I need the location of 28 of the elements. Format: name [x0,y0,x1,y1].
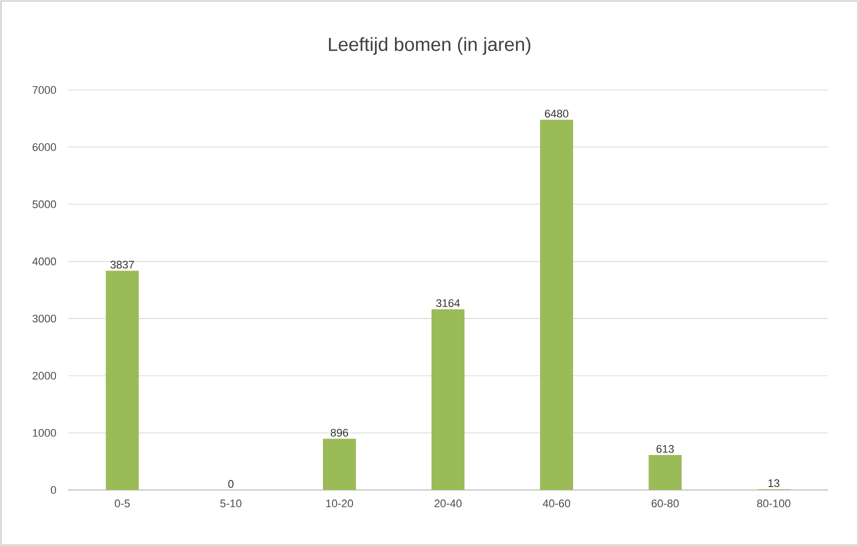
y-tick-label: 3000 [32,314,56,322]
x-tick-label: 5-10 [220,500,242,508]
data-label: 0 [228,480,234,488]
x-tick-label: 40-60 [542,500,570,508]
y-tick-label: 5000 [32,200,56,208]
x-tick-label: 10-20 [326,500,354,508]
chart-title: Leeftijd bomen (in jaren) [328,37,530,55]
bar [432,309,465,490]
x-tick-label: 60-80 [652,500,679,508]
y-tick-label: 6000 [32,143,56,152]
x-tick-label: 20-40 [434,500,462,508]
y-tick-label: 0 [50,486,56,494]
y-tick-label: 1000 [32,428,56,437]
data-label: 3837 [110,260,134,269]
x-tick-label: 80-100 [757,500,790,508]
bar [322,438,356,490]
data-label: 6480 [544,110,568,118]
bar [648,454,682,490]
data-label: 896 [330,428,348,437]
bar [106,270,139,490]
y-tick-label: 2000 [32,372,56,380]
bar [540,120,574,490]
x-tick-label: 0-5 [114,500,130,508]
data-label: 3164 [436,299,460,308]
y-tick-label: 4000 [32,258,56,266]
data-label: 13 [768,479,780,488]
y-tick-label: 7000 [32,86,56,94]
data-label: 613 [656,445,674,453]
